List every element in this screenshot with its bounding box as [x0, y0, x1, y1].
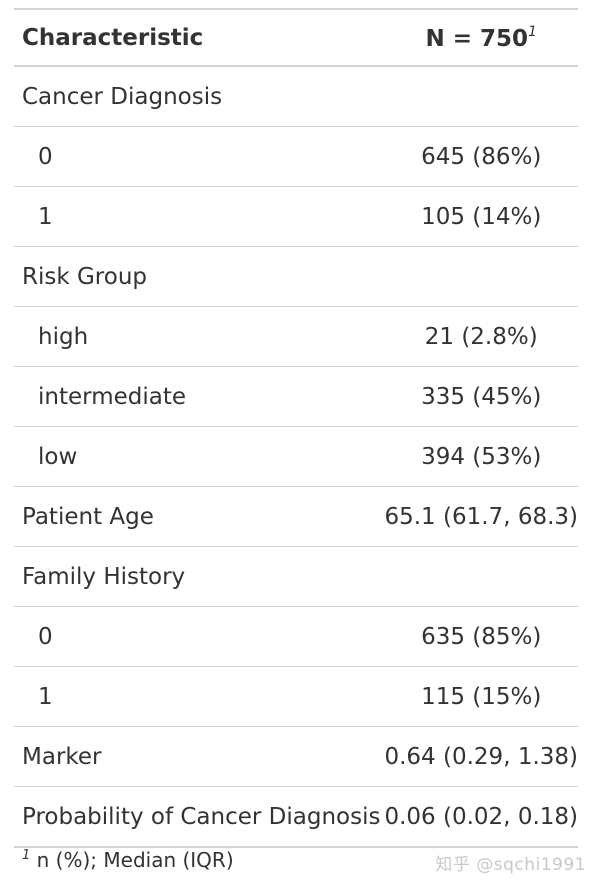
table-row: high 21 (2.8%) [14, 306, 578, 367]
table-row: 0 635 (85%) [14, 606, 578, 667]
row-label: 1 [14, 666, 385, 727]
row-label: Cancer Diagnosis [14, 66, 385, 127]
table-body: Cancer Diagnosis 0 645 (86%) 1 105 (14%)… [14, 66, 578, 848]
watermark: 知乎 @sqchi1991 [435, 855, 586, 875]
row-value: 0.64 (0.29, 1.38) [384, 726, 578, 787]
table-row: 0 645 (86%) [14, 126, 578, 187]
row-value: 105 (14%) [384, 186, 578, 247]
row-label: 0 [14, 126, 385, 187]
table-row: Probability of Cancer Diagnosis 0.06 (0.… [14, 786, 578, 848]
summary-table: Characteristic N = 7501 Cancer Diagnosis… [14, 8, 578, 848]
table-row: Marker 0.64 (0.29, 1.38) [14, 726, 578, 787]
table-row: Cancer Diagnosis [14, 66, 578, 127]
row-label: 0 [14, 606, 385, 667]
table-row: Risk Group [14, 246, 578, 307]
table-row: low 394 (53%) [14, 426, 578, 487]
row-value: 394 (53%) [384, 426, 578, 487]
n-header: N = 7501 [384, 8, 578, 67]
row-label: Marker [14, 726, 385, 787]
n-header-label: N = 750 [425, 25, 529, 52]
table-row: intermediate 335 (45%) [14, 366, 578, 427]
row-label: Family History [14, 546, 385, 607]
row-label: Probability of Cancer Diagnosis [14, 786, 385, 848]
row-value: 0.06 (0.02, 0.18) [384, 786, 578, 848]
row-value: 65.1 (61.7, 68.3) [384, 486, 578, 547]
row-label: intermediate [14, 366, 385, 427]
characteristic-header: Characteristic [14, 8, 385, 67]
table-row: Family History [14, 546, 578, 607]
table-row: 1 115 (15%) [14, 666, 578, 727]
header-row: Characteristic N = 7501 [14, 8, 578, 67]
table-footnote: 1 n (%); Median (IQR) [22, 848, 234, 872]
row-value [384, 246, 578, 307]
row-label: high [14, 306, 385, 367]
row-value: 335 (45%) [384, 366, 578, 427]
row-value [384, 546, 578, 607]
characteristic-header-label: Characteristic [22, 24, 204, 51]
row-label: Patient Age [14, 486, 385, 547]
n-header-footnote-marker: 1 [528, 23, 537, 40]
row-label: 1 [14, 186, 385, 247]
footnote-marker: 1 [22, 848, 31, 863]
row-value: 645 (86%) [384, 126, 578, 187]
row-value: 21 (2.8%) [384, 306, 578, 367]
footnote-text: n (%); Median (IQR) [36, 848, 234, 872]
row-value [384, 66, 578, 127]
table-row: Patient Age 65.1 (61.7, 68.3) [14, 486, 578, 547]
row-label: Risk Group [14, 246, 385, 307]
table-row: 1 105 (14%) [14, 186, 578, 247]
row-value: 115 (15%) [384, 666, 578, 727]
row-value: 635 (85%) [384, 606, 578, 667]
row-label: low [14, 426, 385, 487]
